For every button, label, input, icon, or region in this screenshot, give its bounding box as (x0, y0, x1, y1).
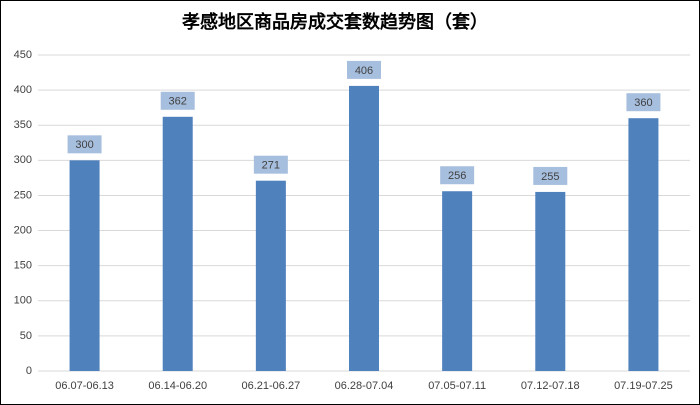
value-label: 300 (75, 139, 93, 151)
y-tick-label: 400 (14, 84, 32, 96)
value-label-box (347, 60, 381, 79)
bar (628, 118, 659, 371)
x-tick-label: 06.28-07.04 (335, 380, 394, 392)
value-label: 255 (541, 171, 559, 183)
x-tick-label: 06.07-06.13 (55, 380, 114, 392)
y-tick-label: 100 (14, 295, 32, 307)
value-label-box (160, 91, 195, 110)
y-tick-label: 50 (20, 330, 32, 342)
value-label-box (440, 166, 475, 185)
value-label: 271 (262, 160, 280, 172)
value-label: 362 (169, 96, 187, 108)
x-tick-label: 06.21-06.27 (241, 380, 300, 392)
y-tick-label: 250 (14, 189, 32, 201)
x-tick-label: 07.19-07.25 (614, 380, 673, 392)
x-tick-label: 07.05-07.11 (428, 380, 486, 392)
y-tick-label: 150 (14, 260, 32, 272)
value-label: 406 (355, 65, 373, 77)
value-label-box (533, 166, 568, 185)
y-tick-label: 0 (26, 365, 32, 377)
x-tick-label: 07.12-07.18 (521, 380, 580, 392)
bar (162, 116, 193, 371)
y-tick-label: 200 (14, 224, 32, 236)
value-label-box (67, 135, 102, 154)
value-label-box (626, 93, 661, 112)
x-tick-label: 06.14-06.20 (148, 380, 207, 392)
y-tick-label: 300 (14, 154, 32, 166)
value-label: 360 (634, 97, 652, 109)
y-tick-label: 450 (14, 49, 32, 61)
value-label: 256 (448, 170, 466, 182)
bar (255, 180, 286, 371)
bar (442, 191, 473, 371)
y-tick-label: 350 (14, 119, 32, 131)
chart-title: 孝感地区商品房成交套数趋势图（套） (181, 11, 488, 32)
value-label-box (253, 155, 288, 174)
bar (69, 160, 100, 371)
bar (349, 85, 379, 372)
bar (535, 191, 566, 371)
